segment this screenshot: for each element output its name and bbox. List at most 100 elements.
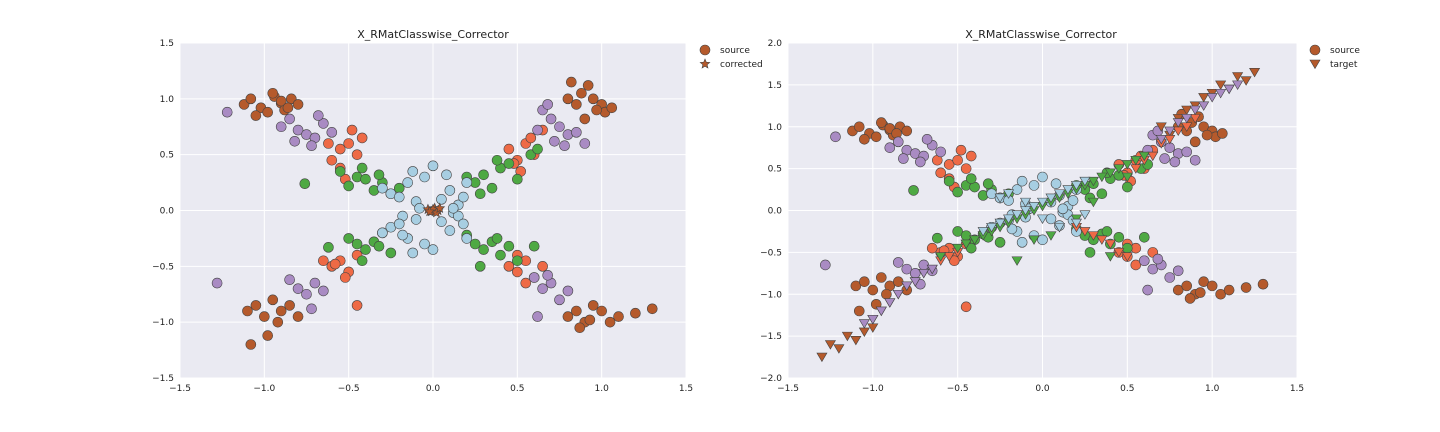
right-point	[935, 146, 947, 158]
right-point	[1011, 210, 1023, 220]
right-point	[994, 218, 1006, 229]
right-point	[850, 336, 862, 346]
left-point	[566, 76, 577, 88]
right-point	[1121, 172, 1133, 183]
left-point	[323, 138, 334, 149]
right-point	[943, 252, 955, 262]
right-point	[1257, 278, 1269, 290]
right-point	[884, 142, 896, 153]
right-point	[1223, 284, 1235, 296]
left-point	[284, 113, 295, 125]
left-point	[574, 322, 586, 334]
left-point	[447, 202, 459, 214]
right-point	[952, 186, 963, 198]
right-x-tick-label: −1.0	[862, 384, 884, 394]
right-point	[918, 269, 930, 279]
right-y-tick-label: 1.5	[768, 81, 782, 91]
left-point	[292, 124, 304, 136]
left-point	[532, 311, 543, 322]
right-point	[830, 131, 841, 143]
left-point	[272, 316, 284, 328]
right-point	[867, 315, 879, 325]
right-point	[932, 232, 943, 244]
right-point	[1139, 232, 1150, 243]
right-point	[1016, 175, 1028, 187]
right-point	[867, 284, 879, 296]
right-point	[1087, 231, 1099, 241]
right-point	[1181, 114, 1193, 124]
left-point	[542, 269, 553, 281]
left-point	[356, 255, 368, 267]
right-point	[1087, 197, 1099, 208]
right-point	[1169, 156, 1181, 168]
left-point	[444, 225, 456, 236]
left-chart-title: X_RMatClasswise_Corrector	[357, 28, 509, 41]
left-point	[301, 288, 312, 300]
right-point	[1113, 232, 1125, 243]
right-point	[1028, 202, 1040, 212]
left-point	[339, 272, 351, 283]
left-point	[436, 216, 447, 227]
left-point	[537, 261, 548, 272]
right-point	[1070, 218, 1082, 229]
left-point	[549, 135, 560, 147]
right-point	[960, 239, 972, 250]
left-point	[503, 261, 515, 272]
right-point	[1147, 263, 1159, 275]
right-point	[1122, 181, 1133, 193]
left-point	[318, 285, 329, 297]
right-point	[965, 173, 977, 184]
left-point	[427, 244, 439, 255]
left-point	[562, 285, 574, 297]
right-point	[1198, 276, 1209, 287]
left-legend-label: source	[720, 46, 750, 56]
right-point	[969, 235, 981, 245]
left-point	[306, 303, 317, 315]
right-point	[1113, 248, 1125, 258]
right-point	[977, 227, 989, 237]
left-point	[373, 169, 385, 181]
left-point	[452, 210, 464, 222]
right-y-tick-label: −1.5	[760, 332, 782, 342]
right-point	[1189, 136, 1201, 148]
right-point	[858, 319, 870, 329]
right-point	[1240, 282, 1252, 293]
left-point	[542, 99, 553, 110]
right-point	[1028, 235, 1040, 245]
right-x-tick-label: −1.5	[777, 384, 799, 394]
left-point	[284, 274, 295, 286]
left-point	[458, 191, 469, 203]
left-point	[503, 158, 515, 169]
right-legend: source target	[1309, 44, 1360, 70]
right-point	[875, 306, 887, 317]
left-point	[356, 132, 368, 144]
right-point	[1240, 76, 1252, 86]
right-point	[876, 117, 887, 128]
right-x-tick-label: 0.5	[1120, 384, 1134, 394]
left-point	[528, 272, 540, 283]
left-point	[503, 143, 515, 155]
right-point	[1016, 237, 1028, 248]
right-x-tick-label: 0.0	[1035, 384, 1050, 394]
right-point	[943, 175, 955, 187]
right-point	[955, 144, 967, 156]
right-point	[1070, 181, 1082, 191]
right-point	[841, 331, 853, 342]
right-y-tick-label: 0.0	[768, 207, 783, 217]
right-point	[1084, 247, 1096, 258]
right-point	[986, 222, 998, 233]
right-point	[1037, 171, 1048, 183]
left-point	[495, 249, 506, 261]
left-point	[545, 113, 557, 125]
left-point	[397, 229, 408, 241]
right-point	[1045, 213, 1057, 225]
right-point	[853, 305, 865, 317]
right-point	[833, 344, 845, 354]
right-point	[960, 163, 972, 174]
left-point	[582, 80, 594, 91]
right-point	[820, 259, 831, 271]
right-point	[1194, 287, 1206, 298]
left-point	[587, 300, 599, 311]
left-point	[326, 127, 338, 138]
right-point	[1028, 180, 1040, 191]
